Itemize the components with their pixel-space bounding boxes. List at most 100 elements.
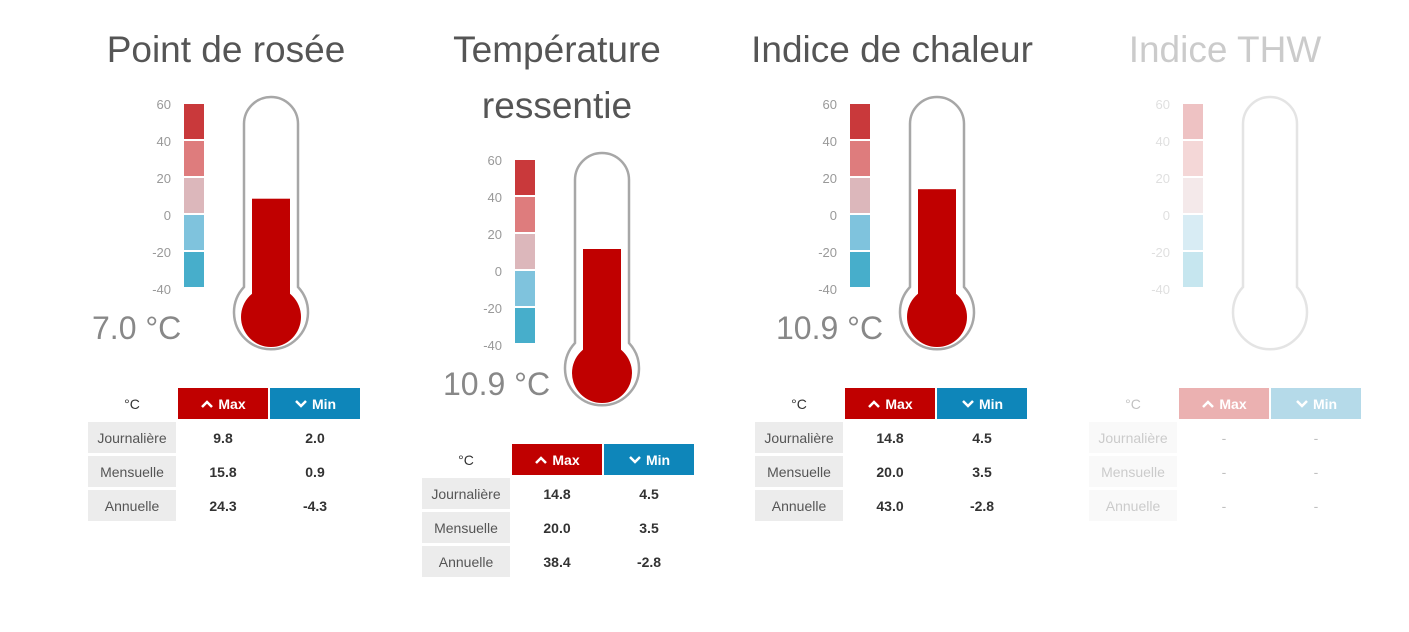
period-label: Mensuelle [422, 512, 510, 543]
chevron-up-icon [1202, 399, 1215, 408]
scale-segment [184, 178, 204, 213]
unit-label: °C [791, 395, 807, 412]
scale-tick-label: -40 [818, 282, 837, 297]
scale-tick-label: 40 [1156, 134, 1170, 149]
min-label: Min [978, 395, 1004, 412]
scale-segment [184, 252, 204, 287]
panel-title: Indice THW [1128, 29, 1322, 70]
stats-header-row: °C Max Min [88, 388, 360, 419]
scale-segment [850, 252, 870, 287]
scale-segment [515, 160, 535, 195]
scale-tick-label: -40 [152, 282, 171, 297]
unit-label: °C [124, 395, 140, 412]
current-reading: 7.0 °C [92, 310, 182, 346]
chevron-up-icon [535, 455, 548, 464]
min-value: - [1313, 429, 1319, 446]
max-header: Max [845, 388, 935, 419]
current-reading: 10.9 °C [776, 310, 884, 346]
stats-row: Journalière 14.8 4.5 [755, 422, 1027, 453]
thw-index-panel: Indice THW 60 40 20 0 -20 -40 °C Max Min Journal… [1065, 0, 1385, 632]
scale-segment [850, 104, 870, 139]
scale-tick-label: 20 [823, 171, 837, 186]
scale-tick-label: 20 [157, 171, 171, 186]
min-value: -2.8 [636, 553, 662, 570]
min-label: Min [311, 395, 337, 412]
min-value: 4.5 [972, 429, 992, 446]
scale-tick-label: 0 [830, 208, 837, 223]
feels-like-panel: Température ressentie 60 40 20 0 -20 -40 10.9 … [397, 0, 717, 632]
scale-tick-label: -20 [1151, 245, 1170, 260]
chevron-down-icon [962, 399, 974, 408]
scale-segment [515, 197, 535, 232]
min-value: - [1313, 463, 1319, 480]
scale-tick-label: 20 [1156, 171, 1170, 186]
min-header: Min [937, 388, 1027, 419]
thermometer-svg: 60 40 20 0 -20 -40 [1151, 95, 1309, 351]
stats-header-row: °C Max Min [755, 388, 1027, 419]
period-label: Annuelle [1089, 490, 1177, 521]
scale-segment [1183, 104, 1203, 139]
color-scale [515, 160, 535, 343]
max-value: - [1221, 497, 1227, 514]
period-label: Annuelle [422, 546, 510, 577]
thermometer-svg: 60 40 20 0 -20 -40 [152, 95, 310, 351]
stats-row: Mensuelle 15.8 0.9 [88, 456, 360, 487]
max-value: 14.8 [876, 429, 904, 446]
period-label: Journalière [88, 422, 176, 453]
chevron-down-icon [629, 455, 641, 464]
scale-tick-label: 20 [488, 227, 502, 242]
stats-row: Annuelle 24.3 -4.3 [88, 490, 360, 521]
max-label: Max [552, 451, 580, 468]
scale-tick-label: 0 [495, 264, 502, 279]
scale-tick-label: 60 [157, 97, 171, 112]
scale-segment [515, 308, 535, 343]
scale-tick-label: -40 [1151, 282, 1170, 297]
scale-tick-label: -20 [818, 245, 837, 260]
max-header: Max [1179, 388, 1269, 419]
min-label: Min [645, 451, 671, 468]
max-header: Max [178, 388, 268, 419]
thermometer-gauge: 60 40 20 0 -20 -40 [397, 148, 717, 428]
thermometer-gauge: 60 40 20 0 -20 -40 [732, 92, 1052, 372]
scale-segment [515, 271, 535, 306]
color-scale [184, 104, 204, 287]
stats-row: Mensuelle 20.0 3.5 [422, 512, 694, 543]
color-scale [1183, 104, 1203, 287]
period-label: Mensuelle [755, 456, 843, 487]
scale-segment [850, 141, 870, 176]
scale-segment [850, 215, 870, 250]
max-value: 24.3 [209, 497, 237, 514]
thermometer-svg: 60 40 20 0 -20 -40 [483, 151, 641, 407]
thermometer-svg: 60 40 20 0 -20 -40 [818, 95, 976, 351]
chevron-up-icon [201, 399, 214, 408]
min-header: Min [1271, 388, 1361, 419]
scale-segment [515, 234, 535, 269]
stats-table: °C Max Min Journalière - - Mensuelle - - Annuelle… [1087, 385, 1363, 524]
scale-tick-label: -20 [152, 245, 171, 260]
thermometer-glass [1231, 95, 1309, 351]
min-value: 3.5 [972, 463, 992, 480]
panel-title: Indice de chaleur [751, 29, 1033, 70]
stats-row: Mensuelle 20.0 3.5 [755, 456, 1027, 487]
scale-segment [184, 215, 204, 250]
chevron-up-icon [868, 399, 881, 408]
min-value: 3.5 [639, 519, 659, 536]
mercury-bulb [572, 343, 632, 403]
color-scale [850, 104, 870, 287]
scale-tick-label: -20 [483, 301, 502, 316]
scale-tick-label: -40 [483, 338, 502, 353]
stats-row: Annuelle 43.0 -2.8 [755, 490, 1027, 521]
min-value: -2.8 [969, 497, 995, 514]
period-label: Annuelle [88, 490, 176, 521]
period-label: Mensuelle [1089, 456, 1177, 487]
scale-segment [1183, 141, 1203, 176]
max-label: Max [1219, 395, 1247, 412]
period-label: Journalière [422, 478, 510, 509]
max-value: 20.0 [876, 463, 904, 480]
scale-tick-label: 0 [164, 208, 171, 223]
scale-segment [1183, 178, 1203, 213]
period-label: Annuelle [755, 490, 843, 521]
stats-row: Annuelle 38.4 -2.8 [422, 546, 694, 577]
dew-point-panel: Point de rosée 60 40 20 0 -20 -40 7.0 °C °C Ma… [66, 0, 386, 632]
stats-row: Journalière 9.8 2.0 [88, 422, 360, 453]
